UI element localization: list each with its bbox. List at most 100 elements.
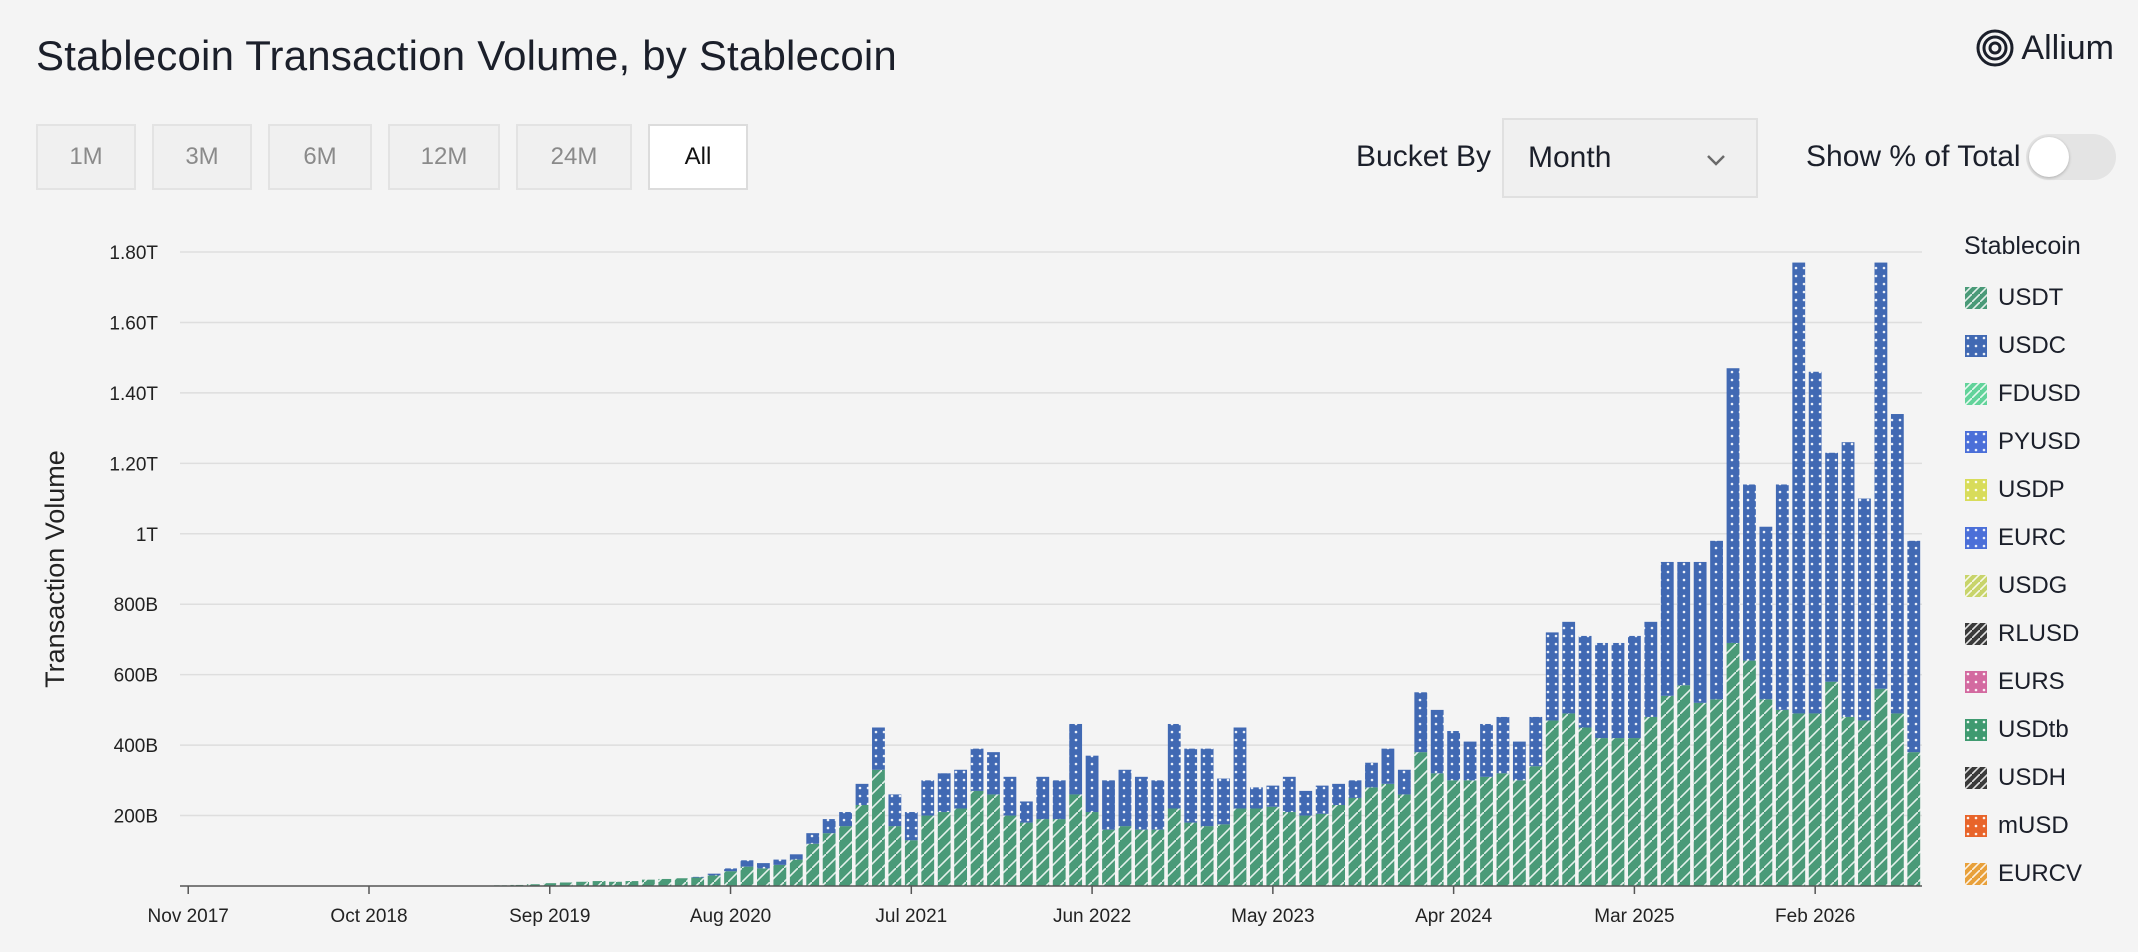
bar-usdt[interactable] — [592, 881, 606, 886]
legend-item-usdp[interactable]: USDP — [1964, 466, 2082, 514]
bar-usdt[interactable] — [1545, 720, 1559, 886]
bar-usdt[interactable] — [1775, 709, 1789, 886]
bar-usdt[interactable] — [707, 875, 721, 886]
bar-usdt[interactable] — [1562, 713, 1576, 886]
bar-usdt[interactable] — [1315, 813, 1329, 886]
bar-usdc[interactable] — [1250, 787, 1263, 809]
bar-usdt[interactable] — [756, 868, 770, 886]
bar-usdc[interactable] — [1365, 762, 1378, 788]
bar-usdt[interactable] — [1496, 773, 1510, 886]
bar-usdt[interactable] — [740, 866, 754, 886]
bar-usdc[interactable] — [1397, 769, 1411, 795]
bar-usdc[interactable] — [987, 752, 1000, 795]
bar-usdt[interactable] — [1348, 797, 1362, 886]
bar-usdt[interactable] — [1825, 681, 1839, 886]
bar-usdt[interactable] — [1052, 819, 1066, 886]
bar-usdc[interactable] — [1102, 780, 1115, 830]
bar-usdc[interactable] — [1808, 371, 1822, 714]
bar-usdt[interactable] — [1250, 808, 1263, 886]
bar-usdt[interactable] — [1710, 699, 1723, 886]
legend-item-pyusd[interactable]: PYUSD — [1964, 418, 2082, 466]
bar-usdc[interactable] — [970, 748, 984, 791]
bar-usdt[interactable] — [691, 877, 705, 886]
bar-usdc[interactable] — [1825, 452, 1839, 682]
bar-usdc[interactable] — [707, 873, 721, 876]
legend-item-musd[interactable]: mUSD — [1964, 802, 2082, 850]
bar-usdc[interactable] — [1529, 716, 1543, 767]
bar-usdc[interactable] — [1414, 692, 1428, 753]
bar-usdc[interactable] — [1200, 748, 1214, 827]
bar-usdc[interactable] — [1545, 632, 1559, 721]
bar-usdt[interactable] — [1299, 815, 1313, 886]
bar-usdt[interactable] — [1677, 685, 1691, 886]
bar-usdt[interactable] — [1792, 713, 1806, 886]
bar-usdc[interactable] — [1907, 540, 1921, 753]
bar-usdc[interactable] — [1890, 414, 1904, 714]
bar-usdt[interactable] — [1578, 727, 1592, 887]
bar-usdc[interactable] — [789, 854, 803, 860]
bar-usdt[interactable] — [1085, 812, 1099, 886]
bar-usdc[interactable] — [1447, 731, 1461, 781]
bar-usdc[interactable] — [1743, 484, 1756, 661]
bar-usdc[interactable] — [1595, 642, 1608, 739]
bar-usdt[interactable] — [1102, 829, 1115, 886]
bar-usdt[interactable] — [1118, 826, 1132, 886]
bar-usdt[interactable] — [1627, 738, 1641, 886]
bar-usdt[interactable] — [1036, 819, 1050, 886]
bar-usdc[interactable] — [1874, 262, 1888, 689]
bar-usdc[interactable] — [1496, 716, 1510, 774]
bar-usdt[interactable] — [937, 812, 951, 886]
bar-usdc[interactable] — [1512, 741, 1526, 781]
legend-item-eurc[interactable]: EURC — [1964, 514, 2082, 562]
bar-usdt[interactable] — [609, 881, 622, 886]
legend-item-eurs[interactable]: EURS — [1964, 658, 2082, 706]
bar-usdc[interactable] — [1578, 635, 1592, 728]
show-pct-toggle[interactable] — [2026, 134, 2116, 180]
bar-usdt[interactable] — [1512, 780, 1526, 886]
bar-usdt[interactable] — [1447, 780, 1461, 886]
bar-usdt[interactable] — [987, 794, 1000, 886]
bar-usdt[interactable] — [855, 804, 869, 886]
bar-usdt[interactable] — [1151, 829, 1165, 886]
bar-usdt[interactable] — [1365, 787, 1378, 886]
bar-usdt[interactable] — [1381, 783, 1395, 886]
bar-usdt[interactable] — [1332, 804, 1346, 886]
bar-usdc[interactable] — [1348, 780, 1362, 798]
bar-usdt[interactable] — [1611, 738, 1625, 886]
bar-usdt[interactable] — [1759, 699, 1773, 886]
bar-usdt[interactable] — [1463, 780, 1477, 886]
bar-usdc[interactable] — [1792, 262, 1806, 714]
bar-usdc[interactable] — [1430, 709, 1444, 774]
bar-usdt[interactable] — [625, 881, 639, 886]
bar-usdc[interactable] — [1841, 442, 1855, 717]
bar-usdc[interactable] — [1562, 621, 1576, 714]
bar-usdc[interactable] — [756, 863, 770, 869]
bar-usdt[interactable] — [1660, 695, 1674, 886]
bar-usdt[interactable] — [773, 864, 787, 886]
bar-usdc[interactable] — [1003, 776, 1017, 816]
bar-usdt[interactable] — [1743, 660, 1756, 886]
bar-usdt[interactable] — [954, 808, 968, 886]
bar-usdt[interactable] — [1907, 752, 1921, 886]
bar-usdc[interactable] — [1217, 778, 1230, 825]
bar-usdc[interactable] — [1233, 727, 1247, 809]
bar-usdt[interactable] — [1430, 773, 1444, 886]
bar-usdc[interactable] — [1299, 790, 1313, 816]
bar-usdt[interactable] — [872, 769, 885, 886]
bar-usdc[interactable] — [888, 794, 902, 827]
bar-usdc[interactable] — [1858, 498, 1871, 721]
bar-usdc[interactable] — [1710, 540, 1723, 700]
bar-usdc[interactable] — [1151, 780, 1165, 830]
bar-usdt[interactable] — [1480, 776, 1493, 886]
bar-usdc[interactable] — [740, 860, 754, 867]
bar-usdc[interactable] — [691, 876, 705, 878]
bar-usdc[interactable] — [1775, 484, 1789, 710]
legend-item-usdh[interactable]: USDH — [1964, 754, 2082, 802]
legend-item-eurcv[interactable]: EURCV — [1964, 850, 2082, 898]
bar-usdt[interactable] — [888, 826, 902, 886]
bar-usdt[interactable] — [543, 883, 557, 886]
bar-usdc[interactable] — [1167, 723, 1181, 809]
bar-usdt[interactable] — [1233, 808, 1247, 886]
range-6m-button[interactable]: 6M — [268, 124, 372, 190]
bar-usdt[interactable] — [1841, 716, 1855, 886]
